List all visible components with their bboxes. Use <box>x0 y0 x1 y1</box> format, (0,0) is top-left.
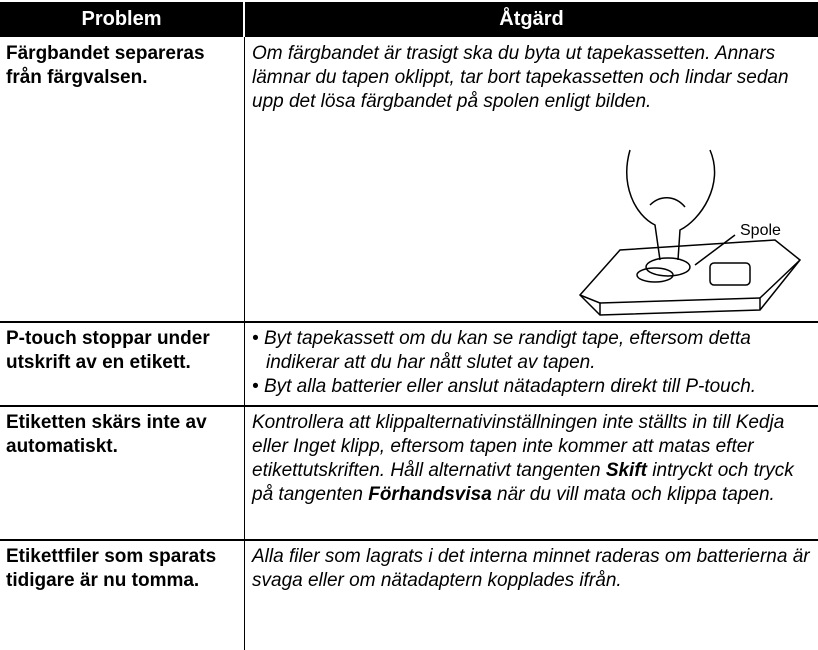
solution-text: intryckt och tryck på tangenten <box>252 460 794 505</box>
row-divider <box>0 405 818 407</box>
problem-cell: Etikettfiler som sparats tidigare är nu … <box>6 546 217 591</box>
problem-cell: Etiketten skärs inte av automatiskt. <box>6 412 207 457</box>
solution-cell: Alla filer som lagrats i det interna min… <box>252 545 814 593</box>
problem-cell: P-touch stoppar under utskrift av en eti… <box>6 328 210 373</box>
bullet-text: Byt tapekassett om du kan se randigt tap… <box>263 328 751 373</box>
illustration: Spole <box>578 149 802 316</box>
solution-text: Alla filer som lagrats i det interna min… <box>252 546 810 591</box>
row-divider <box>0 539 818 541</box>
bullet-item: • Byt alla batterier eller anslut nätada… <box>252 376 757 397</box>
solution-text: när du vill mata och klippa tapen. <box>491 484 775 505</box>
key-name: Förhandsvisa <box>368 484 492 505</box>
problem-cell: Färgbandet separeras från färgvalsen. <box>6 43 205 88</box>
key-name: Skift <box>605 460 647 481</box>
solution-cell: Kontrollera att klippalternativinställni… <box>252 411 814 507</box>
figure-label: Spole <box>740 222 781 239</box>
solution-text: Om färgbandet är trasigt ska du byta ut … <box>252 43 789 112</box>
bullet-item: • Byt tapekassett om du kan se randigt t… <box>252 328 751 373</box>
solution-text: Kontrollera att klippalternativinställni… <box>252 412 785 481</box>
row-divider <box>0 321 818 323</box>
header-cell: Åtgärd <box>245 2 818 37</box>
solution-cell: Om färgbandet är trasigt ska du byta ut … <box>252 42 814 114</box>
bullet-text: Byt alla batterier eller anslut nätadapt… <box>263 376 757 397</box>
header-cell: Problem <box>0 2 243 37</box>
solution-cell: • Byt tapekassett om du kan se randigt t… <box>252 327 814 399</box>
column-divider <box>244 37 245 650</box>
